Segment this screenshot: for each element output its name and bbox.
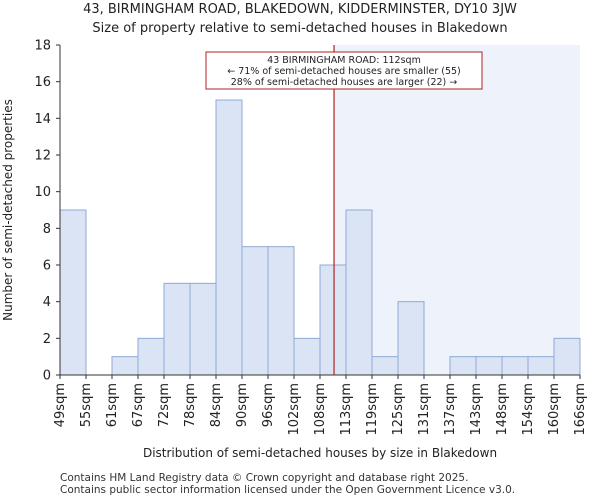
bar-72sqm [163, 282, 191, 376]
bar-137sqm [449, 356, 477, 376]
x-tick-label: 49sqm [53, 383, 68, 427]
x-tick-label: 137sqm [443, 383, 458, 436]
bar-113sqm [345, 209, 373, 376]
footer-copyright: Contains HM Land Registry data © Crown c… [60, 472, 469, 484]
x-tick-label: 154sqm [521, 383, 536, 436]
x-tick-label: 143sqm [469, 383, 484, 436]
x-tick-label: 113sqm [339, 383, 354, 436]
bar-119sqm [371, 356, 399, 376]
y-tick-label: 4 [43, 295, 51, 310]
x-tick-label: 78sqm [183, 383, 198, 427]
y-tick-label: 10 [34, 185, 51, 200]
x-tick-label: 108sqm [313, 383, 328, 436]
annotation-box [205, 51, 483, 90]
annotation-line-3: 28% of semi-detached houses are larger (… [231, 77, 458, 88]
chart-title: 43, BIRMINGHAM ROAD, BLAKEDOWN, KIDDERMI… [83, 2, 517, 17]
y-tick-label: 14 [34, 112, 51, 127]
x-tick-label: 148sqm [495, 383, 510, 436]
y-tick-label: 0 [43, 369, 51, 384]
x-axis-label: Distribution of semi-detached houses by … [143, 446, 497, 460]
bar-96sqm [267, 246, 295, 376]
x-tick-label: 166sqm [573, 383, 588, 436]
bar-102sqm [293, 337, 321, 376]
bar-78sqm [189, 282, 217, 376]
x-tick-label: 131sqm [417, 383, 432, 436]
bar-90sqm [241, 246, 269, 376]
bar-chart: 0 2 4 6 8 10 12 14 16 18 49sqm 55sqm 61sqm 67sqm 72sqm… [1, 39, 588, 461]
y-tick-label: 6 [43, 259, 51, 274]
x-tick-label: 72sqm [157, 383, 172, 427]
y-tick-label: 8 [43, 222, 51, 237]
chart-subtitle: Size of property relative to semi-detach… [92, 21, 508, 36]
x-tick-label: 90sqm [235, 383, 250, 427]
x-tick-label: 96sqm [261, 383, 276, 427]
x-tick-label: 84sqm [209, 383, 224, 427]
y-tick-label: 18 [34, 39, 51, 54]
x-tick-label: 61sqm [105, 383, 120, 427]
bar-108sqm [319, 264, 347, 376]
larger-region-shade [334, 45, 580, 375]
x-tick-label: 102sqm [287, 383, 302, 436]
annotation-line-1: 43 BIRMINGHAM ROAD: 112sqm [267, 55, 421, 66]
x-tick-label: 67sqm [131, 383, 146, 427]
x-tick-label: 125sqm [391, 383, 406, 436]
bar-143sqm [475, 356, 503, 376]
bar-84sqm [215, 99, 243, 376]
y-tick-label: 12 [34, 149, 51, 164]
bar-154sqm [527, 356, 555, 376]
x-tick-label: 119sqm [365, 383, 380, 436]
y-axis-label: Number of semi-detached properties [1, 99, 15, 321]
bar-49sqm [59, 209, 87, 376]
y-tick-label: 2 [43, 332, 51, 347]
bar-125sqm [397, 301, 425, 376]
bar-160sqm [553, 337, 581, 376]
bar-61sqm [111, 356, 139, 376]
x-tick-label: 55sqm [79, 383, 94, 427]
annotation-line-2: ← 71% of semi-detached houses are smalle… [227, 66, 461, 77]
bar-67sqm [137, 337, 165, 376]
bar-148sqm [501, 356, 529, 376]
y-tick-label: 16 [34, 75, 51, 90]
x-tick-label: 160sqm [547, 383, 562, 436]
footer-licence: Contains public sector information licen… [60, 484, 516, 496]
